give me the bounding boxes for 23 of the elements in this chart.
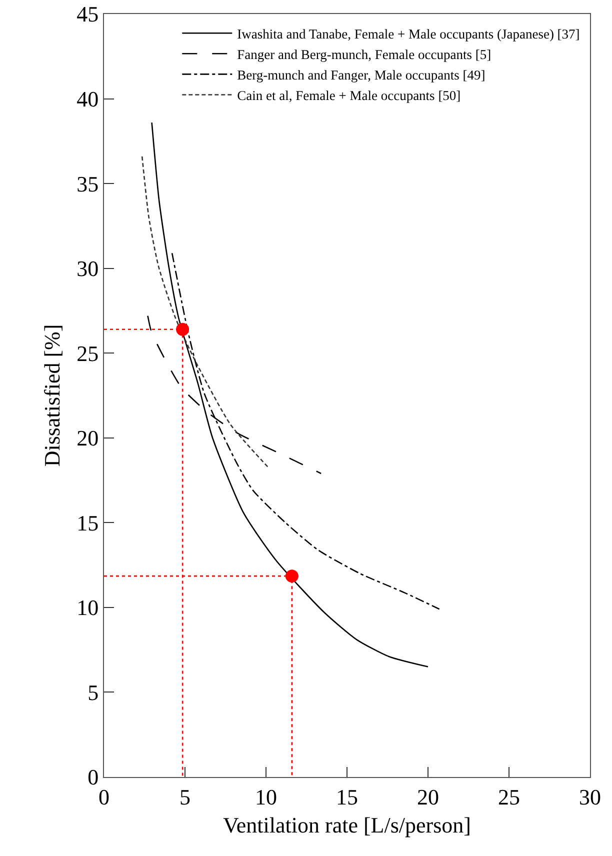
y-tick-label: 15 [76,510,99,536]
x-tick-label: 30 [579,784,601,810]
y-tick-label: 35 [76,171,99,196]
y-tick-label: 25 [76,340,99,366]
y-axis-title: Dissatisfied [%] [39,324,64,467]
y-tick-label: 45 [76,2,99,27]
x-axis-title: Ventilation rate [L/s/person] [222,812,472,838]
legend-label: Cain et al, Female + Male occupants [50] [237,88,461,104]
legend-label: Berg-munch and Fanger, Male occupants [49] [237,67,486,82]
y-tick-label: 30 [76,256,99,282]
x-tick-label: 10 [255,784,277,810]
legend-label: Iwashita and Tanabe, Female + Male occupants (Japanese) [37] [237,26,580,42]
y-tick-label: 0 [88,764,99,790]
y-tick-label: 5 [88,680,99,705]
x-tick-label: 5 [180,784,190,810]
y-tick-label: 40 [76,86,99,112]
x-tick-label: 25 [498,784,520,810]
x-tick-label: 20 [417,784,439,810]
legend-label: Fanger and Berg-munch, Female occupants [5] [237,46,492,62]
line-series [141,156,268,468]
y-tick-label: 10 [76,595,99,620]
y-tick-label: 20 [76,426,99,451]
x-tick-label: 15 [336,784,358,810]
